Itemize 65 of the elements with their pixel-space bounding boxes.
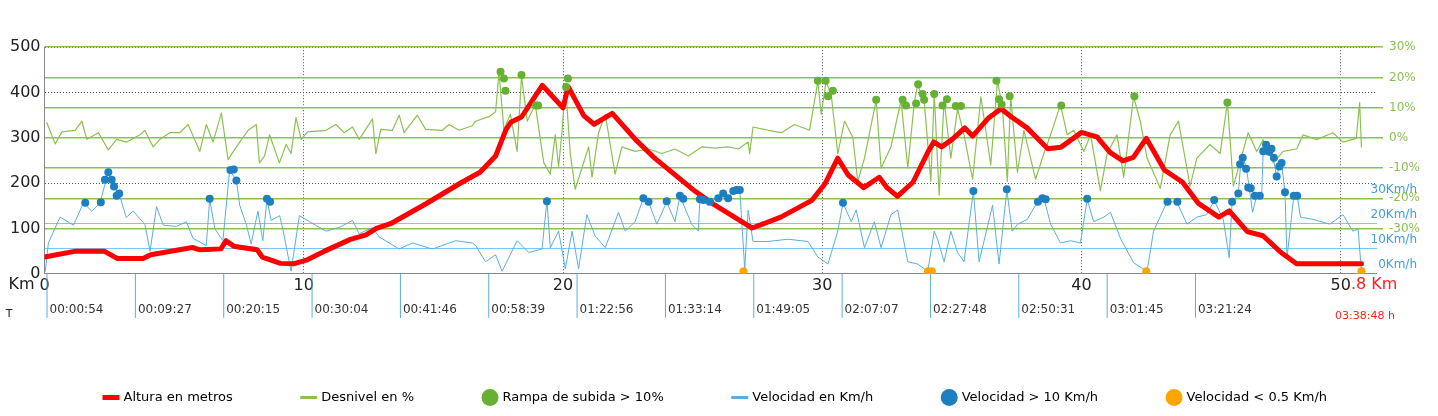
point: [562, 83, 571, 92]
y3-tick-label: 10Km/h: [1370, 231, 1417, 246]
x-tick-label: 50: [1330, 274, 1351, 294]
legend-label: Desnivel en %: [321, 388, 414, 404]
point: [872, 95, 881, 104]
text: .8 Km: [1350, 273, 1398, 293]
point: [938, 101, 947, 110]
y-tick-label: 400: [9, 81, 41, 101]
text: 03:38:48 h: [1335, 308, 1395, 322]
point: [813, 76, 822, 85]
point: [992, 76, 1001, 85]
x-tick-label: 30: [812, 274, 833, 294]
y-tick-label: 300: [9, 127, 41, 146]
point: [828, 86, 837, 95]
point: [930, 90, 939, 99]
text: 00:41:46: [402, 301, 457, 316]
point: [901, 101, 910, 110]
text: 00:09:27: [137, 301, 192, 316]
legend-label: Velocidad en Km/h: [752, 388, 874, 404]
x-tick-label: 40: [1071, 274, 1092, 294]
point: [912, 99, 921, 108]
text: 00:58:39: [491, 301, 546, 316]
y2-tick-label: 0%: [1389, 129, 1409, 144]
y-tick-label: 500: [9, 36, 41, 56]
point: [517, 71, 526, 79]
y3-tick-label: 0Km/h: [1378, 256, 1417, 271]
point: [496, 67, 505, 76]
point: [920, 95, 929, 104]
point: [501, 86, 510, 95]
legend-label: Altura en metros: [123, 388, 233, 404]
legend-label: Velocidad < 0.5 Km/h: [1186, 388, 1327, 404]
text: 02:27:48: [932, 301, 987, 316]
point: [821, 76, 830, 85]
point: [1223, 98, 1232, 107]
y2-tick-label: 10%: [1389, 99, 1416, 114]
y2-tick-label: 30%: [1389, 39, 1416, 54]
y-tick-label: 200: [9, 172, 41, 192]
text: 01:22:56: [579, 301, 634, 316]
point: [942, 95, 951, 104]
y2-tick-label: 20%: [1389, 69, 1416, 84]
y3-tick-label: 20Km/h: [1370, 206, 1417, 221]
x-tick-label: 20: [552, 274, 574, 294]
legend-label: Rampa de subida > 10%: [502, 388, 664, 404]
point: [997, 100, 1006, 109]
text: 03:01:45: [1109, 301, 1164, 316]
text: 00:00:54: [49, 301, 104, 316]
point: [563, 74, 572, 83]
text: T: [4, 306, 13, 320]
text: 02:50:31: [1021, 301, 1076, 316]
x-tick-label: 10: [293, 274, 314, 294]
text: 00:30:04: [314, 301, 369, 316]
text: 02:07:07: [844, 301, 899, 316]
point: [823, 92, 832, 101]
point: [499, 74, 508, 83]
text: 00:20:15: [226, 301, 281, 316]
text: 01:33:14: [667, 301, 722, 316]
point: [914, 80, 923, 89]
point: [1130, 92, 1139, 101]
text: 03:21:24: [1197, 301, 1252, 316]
legend-label: Velocidad > 10 Km/h: [961, 388, 1099, 404]
text: 01:49:05: [756, 301, 811, 316]
y-tick-label: 100: [9, 217, 41, 237]
point: [1057, 101, 1066, 110]
point: [1005, 92, 1014, 101]
y2-tick-label: -10%: [1389, 160, 1421, 175]
